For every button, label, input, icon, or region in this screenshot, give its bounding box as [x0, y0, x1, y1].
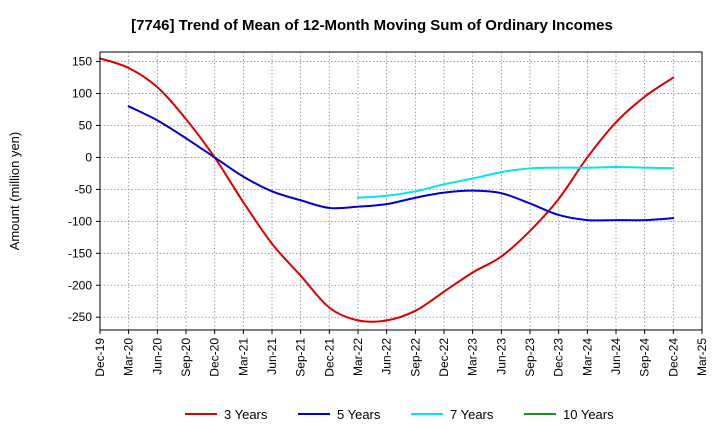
x-tick-label: Dec-23	[552, 338, 566, 377]
x-tick-label: Mar-20	[122, 338, 136, 376]
y-tick-label: 50	[79, 118, 93, 132]
x-tick-label: Jun-21	[265, 338, 279, 375]
x-tick-label: Sep-22	[408, 338, 422, 377]
x-tick-label: Mar-23	[466, 338, 480, 376]
y-tick-labels: 150 100 50 0 -50 -100 -150 -200 -250	[68, 55, 100, 324]
x-tick-label: Jun-20	[150, 338, 164, 375]
x-tick-label: Jun-22	[380, 338, 394, 375]
legend-label-3-years: 3 Years	[224, 407, 268, 422]
series-layer	[99, 57, 675, 323]
x-tick-label: Sep-23	[523, 338, 537, 377]
x-tick-label: Mar-24	[580, 338, 594, 376]
y-tick-label: 150	[72, 55, 92, 69]
x-tick-labels: Dec-19 Mar-20 Jun-20 Sep-20 Dec-20 Mar-21 Jun-…	[93, 330, 709, 377]
series-line-3-years	[99, 57, 675, 323]
y-tick-label: -100	[68, 214, 92, 228]
x-tick-label: Jun-23	[494, 338, 508, 375]
y-tick-label: -150	[68, 246, 92, 260]
y-tick-label: 0	[85, 150, 92, 164]
plot-frame	[99, 51, 703, 331]
x-tick-label: Dec-21	[322, 338, 336, 377]
legend-label-5-years: 5 Years	[337, 407, 381, 422]
x-tick-label: Mar-21	[236, 338, 250, 376]
series-line-5-years	[127, 105, 675, 222]
series-line-7-years	[357, 166, 675, 199]
x-tick-label: Dec-19	[93, 338, 107, 377]
x-tick-label: Dec-22	[437, 338, 451, 377]
x-tick-label: Sep-21	[294, 338, 308, 377]
x-tick-label: Mar-22	[351, 338, 365, 376]
legend-label-7-years: 7 Years	[450, 407, 494, 422]
legend: 3 Years 5 Years 7 Years 10 Years	[185, 407, 614, 422]
x-tick-label: Sep-20	[179, 338, 193, 377]
y-tick-label: 100	[72, 87, 92, 101]
y-tick-label: -50	[75, 182, 93, 196]
grid-layer	[100, 52, 702, 330]
x-tick-label: Mar-25	[695, 338, 709, 376]
x-tick-label: Jun-24	[609, 338, 623, 375]
x-tick-label: Dec-24	[666, 338, 680, 377]
x-tick-label: Dec-20	[208, 338, 222, 377]
chart-title: [7746] Trend of Mean of 12-Month Moving …	[131, 17, 613, 34]
y-tick-label: -250	[68, 310, 92, 324]
legend-label-10-years: 10 Years	[563, 407, 614, 422]
y-axis-title: Amount (million yen)	[7, 132, 22, 251]
y-tick-label: -200	[68, 278, 92, 292]
x-tick-label: Sep-24	[638, 338, 652, 377]
